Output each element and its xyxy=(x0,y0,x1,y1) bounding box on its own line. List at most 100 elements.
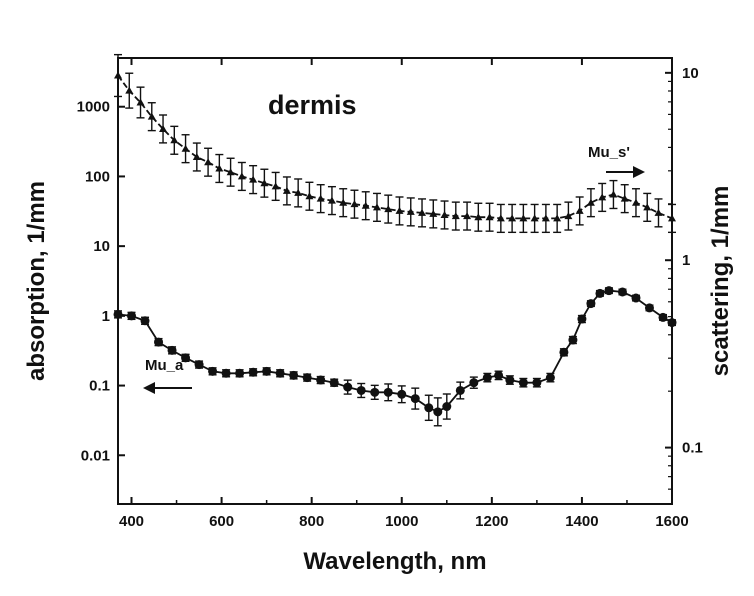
data-point xyxy=(294,188,303,196)
data-point xyxy=(181,144,190,152)
data-point xyxy=(442,402,452,412)
data-point xyxy=(586,198,595,206)
y-right-tick-label: 0.1 xyxy=(682,440,703,457)
data-point xyxy=(395,206,404,214)
data-point xyxy=(181,353,191,363)
y-left-tick-label: 1 xyxy=(102,308,110,325)
data-point xyxy=(429,209,438,217)
data-point xyxy=(451,212,460,220)
data-point xyxy=(530,214,539,222)
data-point xyxy=(226,168,235,176)
y-axis-left-title: absorption, 1/mm xyxy=(23,181,50,381)
data-point xyxy=(329,378,339,388)
data-point xyxy=(262,366,272,376)
data-point xyxy=(260,179,269,187)
data-point xyxy=(125,86,134,94)
data-point xyxy=(159,124,168,132)
data-point xyxy=(147,112,156,120)
ticks: 400 600 800 1000 1200 1400 1600 1000 100 10 1 0.1 0.… xyxy=(77,58,703,530)
data-point xyxy=(339,198,348,206)
data-point xyxy=(170,136,179,144)
data-point xyxy=(577,314,587,324)
data-point xyxy=(620,194,629,202)
data-point xyxy=(204,158,213,166)
data-point xyxy=(140,316,150,326)
data-point xyxy=(418,208,427,216)
annotation-mu-a: Mu_a xyxy=(145,357,184,374)
chart-title: dermis xyxy=(268,90,357,120)
data-point xyxy=(289,370,299,380)
data-point xyxy=(136,98,145,106)
data-point xyxy=(235,368,245,378)
data-point xyxy=(564,212,573,220)
data-point xyxy=(248,367,258,377)
data-point xyxy=(559,347,569,357)
y-left-tick-label: 100 xyxy=(85,168,110,185)
data-point xyxy=(237,172,246,180)
arrow-right-icon xyxy=(606,166,645,178)
data-point xyxy=(469,378,479,388)
data-point xyxy=(215,164,224,172)
data-point xyxy=(553,214,562,222)
data-point xyxy=(275,368,285,378)
data-point xyxy=(496,214,505,222)
data-point xyxy=(575,206,584,214)
y-right-tick-label: 1 xyxy=(682,252,690,269)
data-point xyxy=(644,303,654,313)
x-tick-label: 400 xyxy=(119,513,144,530)
data-point xyxy=(545,373,555,383)
x-axis-title: Wavelength, nm xyxy=(303,548,486,575)
data-point xyxy=(271,182,280,190)
data-point xyxy=(316,375,326,385)
annotation-mu-s: Mu_s' xyxy=(588,144,630,161)
y-left-tick-label: 0.1 xyxy=(89,378,110,395)
data-point xyxy=(383,387,393,397)
data-point xyxy=(406,207,415,215)
data-point xyxy=(343,382,353,392)
data-point xyxy=(356,385,366,395)
arrow-left-icon xyxy=(143,382,192,394)
data-point xyxy=(372,203,381,211)
data-point xyxy=(282,186,291,194)
data-point xyxy=(658,312,668,322)
y-left-tick-label: 0.01 xyxy=(81,447,110,464)
data-point xyxy=(609,190,618,198)
data-point xyxy=(455,385,465,395)
data-point xyxy=(302,373,312,383)
data-point xyxy=(350,200,359,208)
data-point xyxy=(532,378,542,388)
data-point xyxy=(482,373,492,383)
x-tick-label: 1400 xyxy=(565,513,598,530)
data-point xyxy=(127,311,137,321)
data-point xyxy=(631,198,640,206)
data-point xyxy=(192,153,201,161)
data-point xyxy=(327,196,336,204)
data-point xyxy=(595,288,605,298)
x-tick-label: 1600 xyxy=(655,513,688,530)
data-point xyxy=(249,175,258,183)
data-point xyxy=(598,193,607,201)
x-tick-label: 600 xyxy=(209,513,234,530)
data-point xyxy=(424,403,434,413)
data-point xyxy=(208,366,218,376)
data-point xyxy=(463,212,472,220)
y-axis-right-title: scattering, 1/mm xyxy=(707,186,734,377)
data-point xyxy=(654,208,663,216)
data-point xyxy=(410,394,420,404)
x-tick-label: 1000 xyxy=(385,513,418,530)
data-point xyxy=(617,287,627,297)
data-point xyxy=(519,214,528,222)
y-right-tick-label: 10 xyxy=(682,65,699,82)
data-point xyxy=(167,345,177,355)
data-point xyxy=(316,194,325,202)
data-point xyxy=(494,370,504,380)
data-point xyxy=(643,203,652,211)
data-point xyxy=(631,293,641,303)
data-point xyxy=(568,335,578,345)
data-point xyxy=(305,192,314,200)
y-left-tick-label: 10 xyxy=(93,238,110,255)
data-point xyxy=(154,337,164,347)
plot-frame xyxy=(117,57,673,505)
